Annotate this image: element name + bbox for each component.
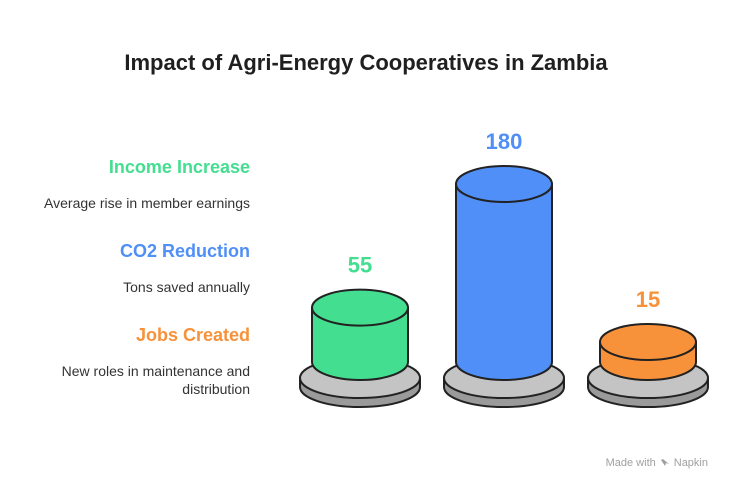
bar-value-label: 15	[636, 287, 660, 312]
bar-body	[311, 306, 409, 381]
bar-body	[455, 183, 553, 381]
chart-title: Impact of Agri-Energy Cooperatives in Za…	[124, 50, 608, 75]
bar-top	[455, 165, 553, 203]
footer-brand: Napkin	[673, 457, 708, 469]
legend-label-co2: CO2 Reduction	[119, 241, 250, 261]
legend-desc-co2: Tons saved annually	[123, 279, 250, 295]
legend-item-jobs: Jobs Created New roles in maintenance an…	[10, 325, 250, 398]
legend-desc-income: Average rise in member earnings	[44, 195, 250, 211]
bar-value-label: 55	[348, 253, 372, 278]
bar-value-label: 180	[486, 129, 523, 154]
legend-label-jobs: Jobs Created	[135, 325, 250, 345]
footer-text: Made with	[605, 457, 656, 469]
bar-top	[311, 288, 409, 327]
footer-credit: Made with Napkin	[606, 457, 708, 469]
napkin-logo-icon	[660, 459, 669, 466]
legend-desc-jobs: New roles in maintenance and distributio…	[61, 363, 250, 397]
legend-item-co2: CO2 Reduction Tons saved annually	[10, 241, 250, 296]
legend-item-income: Income Increase Average rise in member e…	[10, 157, 250, 212]
legend-label-income: Income Increase	[108, 157, 250, 177]
bar-top	[599, 323, 697, 361]
